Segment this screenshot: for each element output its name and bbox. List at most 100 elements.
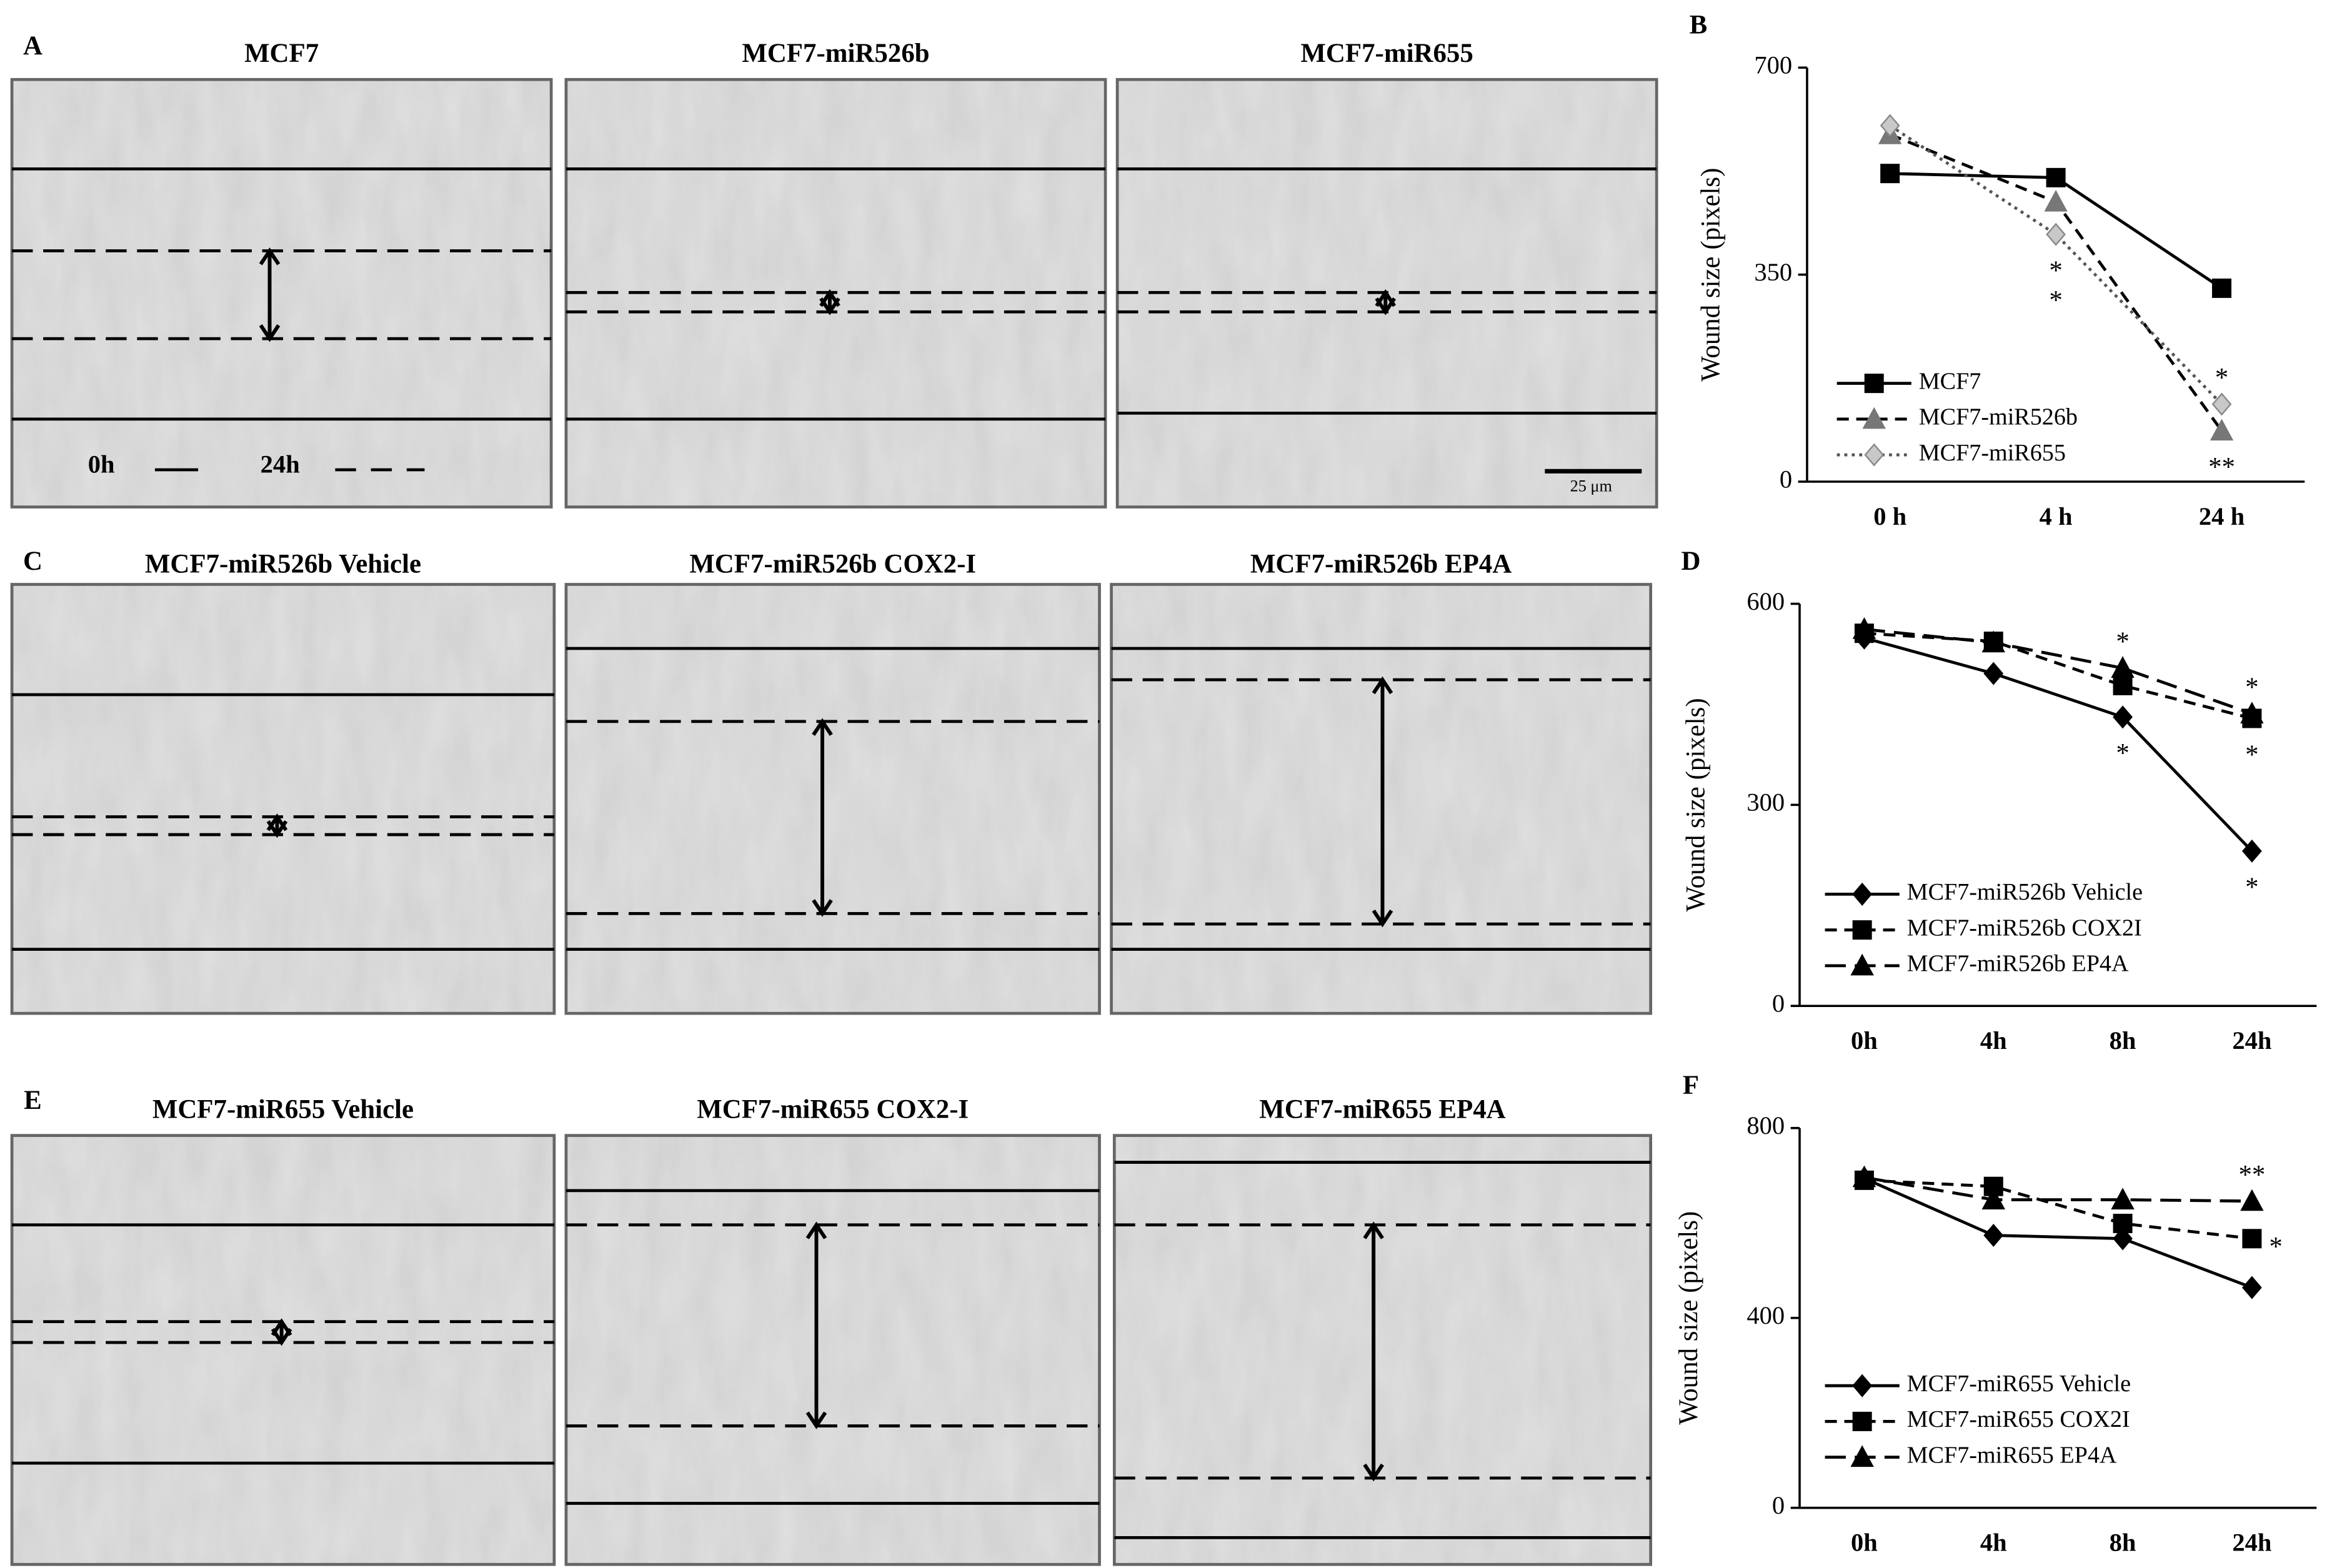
legend-marker [1850, 1445, 1874, 1467]
series-line [1863, 1177, 2253, 1289]
x-tick-label: 24h [2232, 1529, 2271, 1557]
marker [1852, 617, 1876, 639]
legend-marker [1862, 407, 1886, 429]
significance-mark: ** [2208, 452, 2235, 482]
x-tick-label: 8h [2110, 1026, 2136, 1054]
image-title: MCF7-miR526b Vehicle [145, 550, 421, 579]
marker [1983, 1223, 2004, 1247]
y-tick-label: 600 [1746, 587, 1785, 615]
arrow-head [819, 289, 840, 315]
y-tick-label: 300 [1746, 788, 1785, 816]
marker [2113, 1227, 2133, 1251]
y-tick-label: 0 [1772, 1491, 1785, 1519]
key-24h: 24h [261, 450, 300, 478]
arrow-head [1363, 1221, 1384, 1482]
legend-label: MCF7-miR655 EP4A [1907, 1442, 2117, 1468]
marker [2242, 839, 2262, 863]
image-title: MCF7-miR526b EP4A [1250, 550, 1512, 579]
key-0h: 0h [88, 450, 115, 478]
x-tick-label: 0 h [1873, 502, 1906, 530]
chart-label: F [1683, 1071, 1699, 1100]
series-line [1864, 1176, 2252, 1203]
marker [2212, 278, 2232, 298]
marker [2240, 1189, 2264, 1211]
legend-marker [1852, 920, 1872, 940]
image-title: MCF7-miR655 Vehicle [152, 1094, 414, 1124]
marker [2113, 1213, 2133, 1233]
x-tick-label: 0h [1851, 1529, 1878, 1557]
legend-label: MCF7-miR526b COX2I [1907, 915, 2142, 941]
legend-label: MCF7 [1919, 368, 1981, 394]
image-title: MCF7-miR526b [742, 39, 929, 68]
panel-label: C [23, 547, 42, 576]
marker [2044, 189, 2068, 212]
y-axis-label: Wound size (pixels) [1682, 698, 1711, 911]
significance-mark: * [2049, 286, 2062, 315]
image-title: MCF7 [244, 39, 319, 68]
y-tick-label: 0 [1780, 465, 1792, 493]
legend-marker [1864, 443, 1885, 467]
micrograph-texture [1115, 1137, 1650, 1563]
x-tick-label: 8h [2110, 1529, 2136, 1557]
legend-label: MCF7-miR526b EP4A [1907, 951, 2129, 977]
chart-label: D [1681, 547, 1700, 576]
significance-mark: * [2245, 740, 2258, 770]
marker [2242, 1276, 2262, 1299]
micrograph-texture [567, 585, 1099, 1012]
marker [1880, 114, 1900, 137]
arrow-head [266, 813, 288, 838]
marker [1981, 1188, 2005, 1209]
arrow-head [805, 1221, 827, 1429]
y-tick-label: 700 [1754, 51, 1792, 79]
micrograph-texture [13, 585, 553, 1012]
legend-label: MCF7-miR655 [1919, 440, 2066, 466]
significance-mark: * [2049, 256, 2062, 285]
arrow-head [1375, 289, 1397, 315]
marker [1983, 662, 2004, 685]
significance-mark: * [2245, 873, 2258, 902]
x-tick-label: 4h [1980, 1529, 2007, 1557]
image-title: MCF7-miR526b COX2-I [689, 550, 976, 579]
chart-label: B [1690, 11, 1708, 40]
marker [2046, 222, 2066, 246]
significance-mark: * [2215, 364, 2228, 393]
marker [2111, 656, 2135, 678]
legend-label: MCF7-miR655 COX2I [1907, 1406, 2130, 1432]
arrow-head [812, 718, 833, 917]
micrograph-texture [567, 1137, 1099, 1563]
marker [2211, 392, 2232, 416]
legend-label: MCF7-miR526b [1919, 404, 2078, 430]
image-title: MCF7-miR655 [1300, 39, 1473, 68]
x-tick-label: 24h [2232, 1026, 2271, 1054]
legend-label: MCF7-miR526b Vehicle [1907, 879, 2143, 905]
significance-mark: * [2116, 627, 2129, 657]
legend-marker [1852, 882, 1873, 906]
x-tick-label: 24 h [2199, 502, 2245, 530]
micrograph-texture [13, 1137, 553, 1563]
significance-mark: ** [2238, 1160, 2265, 1189]
series-line [1863, 636, 2253, 853]
image-title: MCF7-miR655 EP4A [1259, 1094, 1505, 1124]
arrow-head [271, 1318, 292, 1346]
arrow-head [1372, 676, 1393, 928]
y-tick-label: 400 [1746, 1301, 1785, 1329]
y-tick-label: 0 [1772, 990, 1785, 1018]
legend-label: MCF7-miR655 Vehicle [1907, 1371, 2131, 1397]
panel-label: A [23, 31, 42, 61]
legend-marker [1852, 1411, 1872, 1431]
series-line [1864, 632, 2253, 720]
legend-marker [1864, 374, 1884, 394]
image-title: MCF7-miR655 COX2-I [697, 1094, 969, 1124]
y-tick-label: 350 [1754, 258, 1792, 286]
scale-bar-label: 25 μm [1570, 477, 1612, 495]
marker [2111, 1188, 2135, 1209]
marker [2113, 705, 2133, 729]
marker [2242, 1229, 2262, 1249]
panel-label: E [24, 1086, 42, 1115]
marker [2240, 702, 2264, 723]
significance-mark: * [2269, 1232, 2282, 1261]
marker [2210, 419, 2234, 441]
x-tick-label: 4h [1980, 1026, 2007, 1054]
marker [2046, 167, 2066, 187]
